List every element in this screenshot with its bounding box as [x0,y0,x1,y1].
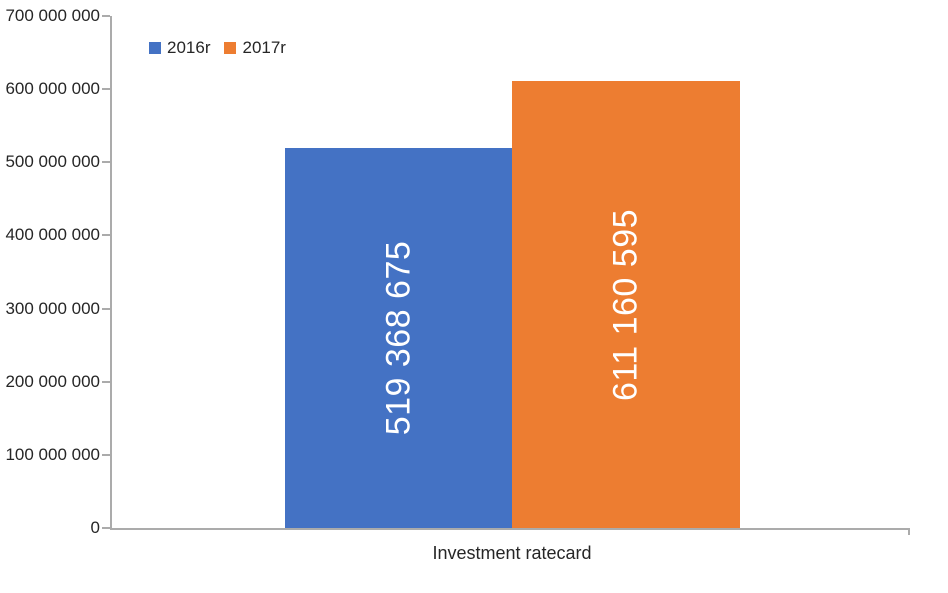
y-axis-tick-label: 500 000 000 [5,152,100,172]
bar-data-label-2016r: 519 368 675 [379,240,417,436]
y-axis-tick-label: 400 000 000 [5,225,100,245]
bar-2016r: 519 368 675 [285,148,512,528]
legend-marker-icon [224,42,237,54]
legend: 2016r 2017r [149,38,286,58]
y-axis-tick-mark [102,453,110,456]
y-axis-tick-mark [102,380,110,383]
legend-marker-icon [149,42,161,54]
legend-label: 2016r [167,38,211,57]
bar-2017r: 611 160 595 [512,81,740,528]
y-axis-tick-mark [102,307,110,310]
y-axis-tick-label: 300 000 000 [5,298,100,318]
y-axis-tick-mark [102,88,110,91]
y-axis-tick-label: 700 000 000 [5,6,100,25]
y-axis-tick-mark [102,15,110,17]
legend-label: 2017r [242,38,286,57]
y-axis-tick-mark [102,161,110,164]
y-axis-line [110,16,112,528]
y-axis-tick-label: 600 000 000 [5,79,100,99]
x-axis-end-tick [908,528,910,535]
y-axis-tick-label: 0 [90,518,100,537]
x-axis-line [110,528,910,530]
x-axis-category-label: Investment ratecard [432,543,592,563]
y-axis-tick-label: 100 000 000 [5,444,100,464]
y-axis-tick-mark [102,527,110,529]
y-axis-tick-label: 200 000 000 [5,371,100,391]
legend-item-2016r: 2016r [149,38,210,58]
bar-data-label-2017r: 611 160 595 [606,208,645,401]
legend-item-2017r: 2017r [224,38,286,58]
y-axis-tick-mark [102,234,110,237]
